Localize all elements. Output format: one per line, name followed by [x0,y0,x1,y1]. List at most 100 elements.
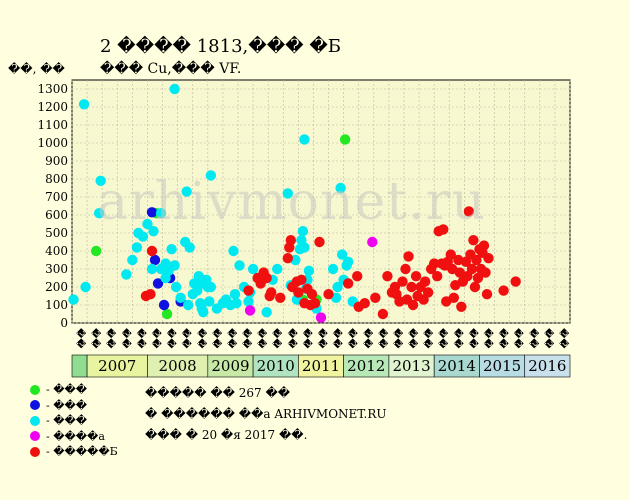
x-tick-label: �� [225,328,238,349]
data-point [229,289,241,300]
y-tick-label: 100 [45,298,68,312]
data-point [161,308,173,320]
year-label: 2010 [257,357,295,375]
data-point [335,182,346,194]
data-point [407,299,419,311]
data-point [377,308,389,320]
data-point [243,285,254,296]
data-point [483,253,494,264]
data-point [478,240,490,251]
year-label: 2015 [483,357,521,375]
data-point [469,281,481,293]
x-tick-label: �� [466,328,479,349]
data-point [234,260,245,271]
data-point [419,276,431,287]
x-tick-label: �� [391,328,404,349]
data-point [275,292,286,303]
data-point [266,287,277,298]
data-point [93,208,105,219]
y-tick-label: 900 [45,154,68,168]
legend-swatch [30,415,40,426]
chart-subtitle: ��� Cu,��� VF. [100,60,241,77]
data-point [342,278,354,289]
data-point [231,298,242,309]
data-point [285,235,297,246]
data-point [422,287,434,298]
legend-entry: - ��� [30,382,118,398]
x-tick-label: �� [285,328,298,349]
year-label: 2009 [211,357,249,375]
note-line-3: ��� � 20 �я 2017 ��. [145,428,308,442]
legend: - ��� - ��� - ��� - ����а - �����Б [30,382,118,460]
x-tick-label: �� [346,328,359,349]
year-band-start [71,354,88,378]
data-point [327,263,339,275]
y-tick-label: 0 [60,316,68,330]
y-tick-label: 600 [45,208,68,222]
y-tick-label: 400 [45,244,68,258]
x-tick-label: �� [240,328,253,349]
data-point [152,278,164,289]
y-tick-label: 500 [45,226,68,240]
data-point [90,245,102,257]
data-point [243,296,254,307]
data-point [95,175,106,186]
data-point [403,251,414,262]
data-point [352,271,363,282]
data-point [466,263,478,275]
y-tick-label: 700 [45,190,68,204]
note-line-1: ����� �� 267 �� [145,386,291,400]
data-point [299,242,310,253]
x-tick-label: �� [331,328,344,349]
legend-label: - ��� [46,383,88,396]
data-point [498,285,509,296]
data-point [480,267,491,278]
year-label: 2014 [438,357,476,375]
data-point [471,254,482,266]
data-point [448,292,459,303]
legend-entry: - ��� [30,413,118,429]
x-tick-label: �� [119,328,132,349]
data-point [332,281,343,293]
data-point [445,249,456,260]
legend-swatch [30,446,40,457]
x-tick-label: �� [74,328,87,349]
data-point [228,245,239,257]
data-point [181,186,192,197]
data-point [155,208,167,219]
year-label: 2012 [347,357,385,375]
data-point [296,274,307,285]
x-tick-label: �� [150,328,163,349]
data-point [456,301,467,312]
legend-swatch [30,384,40,395]
legend-entry: - �����Б [30,444,118,460]
y-tick-label: 200 [45,280,68,294]
data-point [261,307,272,318]
year-label: 2007 [98,357,136,375]
data-point [145,289,156,300]
data-point [261,272,272,284]
data-point [146,245,158,257]
data-point [68,294,79,305]
data-point [306,289,318,300]
data-point [137,231,149,242]
data-point [146,207,158,218]
x-tick-label: �� [451,328,464,349]
data-point [183,299,194,311]
data-point [336,249,348,260]
data-point [359,298,370,309]
data-point [158,299,170,311]
data-point [247,263,259,275]
x-tick-label: �� [134,328,147,349]
data-point [432,271,443,282]
x-tick-label: �� [316,328,329,349]
x-tick-label: �� [195,328,208,349]
data-point [146,263,158,275]
legend-label: - ����а [46,429,105,443]
chart-title: 2 ���� 1813,��� �Б [100,35,341,57]
data-point [121,269,132,280]
data-point [397,276,408,287]
data-point [204,296,215,307]
data-point [272,263,283,275]
x-tick-label: �� [482,328,495,349]
